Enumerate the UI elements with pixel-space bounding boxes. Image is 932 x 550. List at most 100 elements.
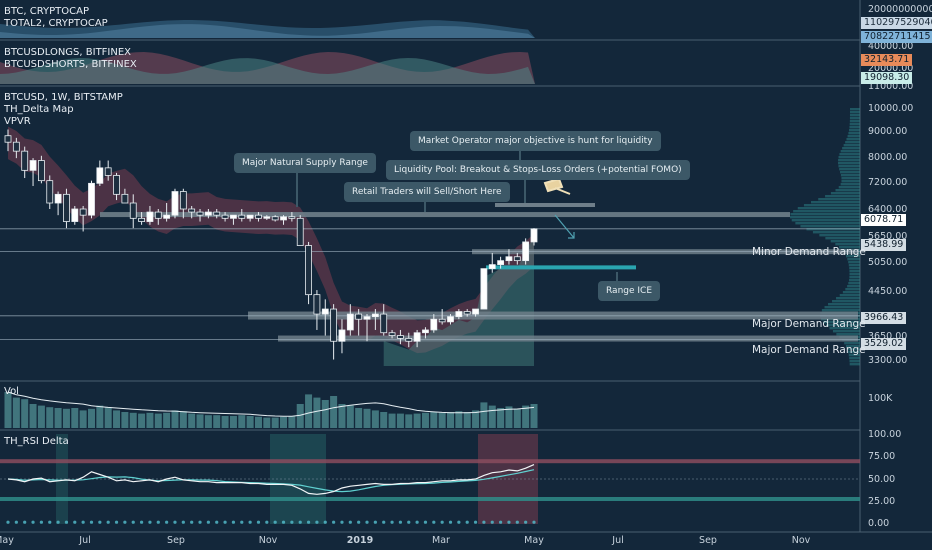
rsi-dot [365,520,369,524]
candle-body [321,308,329,315]
candle-body [338,329,346,342]
volume-bar [146,412,154,428]
vpvr-bar [803,204,860,207]
ytick-main-3: 7200.00 [868,177,908,188]
volume-bar [196,414,204,428]
ytick-main-8: 3650.00 [868,331,908,342]
rsi-dot [198,520,202,524]
pane-label-rsi: TH_RSI Delta [4,436,69,447]
candle-body [96,167,104,184]
rsi-dot [123,520,127,524]
rsi-dot [23,520,27,524]
candle-body [37,160,45,182]
vpvr-bar [849,279,860,282]
ytick-rsi-75: 75.00 [868,451,896,462]
candle-body [346,313,354,331]
volume-bar [413,413,421,428]
projection-arrow [554,214,575,239]
volume-bar [213,415,221,428]
price-tag-major-demand-2: 3529.02 [861,338,907,350]
vpvr-bar [830,240,860,243]
candle-body [488,264,496,270]
vpvr-bar [847,348,860,351]
vpvr-bar [849,276,860,279]
shorts-area [0,58,535,84]
rsi-dot [148,520,152,524]
ytick-vol: 100K [868,393,893,404]
vpvr-bar [849,270,860,273]
vpvr-bar [847,285,860,288]
volume-bar [438,412,446,428]
xtick-3: Nov [258,535,278,546]
vpvr-bar [823,321,860,324]
volume-bar [421,412,429,428]
vpvr-bar [818,198,860,201]
candle-body [246,214,254,219]
rsi-delta-line [7,464,535,495]
candle-body [280,216,287,221]
callout-range-ice: Range ICE [598,281,661,301]
vpvr-bar [800,225,860,228]
candle-body [371,313,379,318]
xtick-2: Sep [167,535,185,546]
price-tag-btc-cap: 70822711415 [861,31,932,43]
rsi-dot [423,520,428,524]
volume-bar [380,412,388,428]
volume-bar [505,406,513,428]
candle-body [405,337,413,342]
price-tag-total2: 110297529046 [861,17,932,29]
candle-body [380,313,388,334]
candle-body [388,332,396,336]
label-major-demand-2: Major Demand Range [752,344,866,356]
xtick-5: Mar [432,535,450,546]
xtick-4: 2019 [346,535,374,546]
supply-zone [100,212,790,218]
volume-bar [330,396,338,428]
volume-bar [305,394,313,428]
candle-body [138,217,145,222]
rsi-dot [73,520,77,524]
rsi-dot [173,520,177,524]
vpvr-bar [849,357,860,360]
rsi-dot [206,520,210,524]
candle-body [29,160,37,171]
rsi-dot [398,520,403,524]
volume-bar [530,404,538,428]
vpvr-bar [840,150,860,153]
price-tag-current: 6078.71 [861,214,907,226]
ytick-rsi-100: 100.00 [868,429,902,440]
volume-bar [321,400,329,428]
volume-bar [522,405,530,428]
vpvr-bar [849,123,860,126]
volume-bar [229,416,237,428]
volume-bar [246,416,254,428]
rsi-dot [457,520,461,524]
volume-bar [87,408,95,428]
callout-retail-traders: Retail Traders will Sell/Short Here [344,182,510,202]
candle-body [146,211,154,222]
candle-body [179,191,187,210]
vpvr-bar [836,333,860,336]
vpvr-bar [791,219,860,222]
rsi-dot [332,520,336,524]
rsi-upper-band [0,459,860,464]
vpvr-bar [810,201,860,204]
volume-ma-line [7,391,535,417]
range-ice-zone [486,265,636,270]
candle-body [313,294,321,315]
volume-bar [29,404,37,428]
candle-body [196,211,204,216]
vpvr-bar [845,288,860,291]
volume-bar [12,397,20,428]
rsi-dot [440,520,444,524]
candle-body [296,217,304,246]
rsi-dot [273,520,277,524]
rsi-dot [223,520,227,524]
rsi-dot [382,520,386,524]
candle-body [530,228,538,243]
volume-bar [37,405,45,428]
volume-bar [121,412,129,428]
vpvr-bar [848,282,860,285]
vpvr-bar [848,261,860,264]
rsi-dot [390,520,394,524]
